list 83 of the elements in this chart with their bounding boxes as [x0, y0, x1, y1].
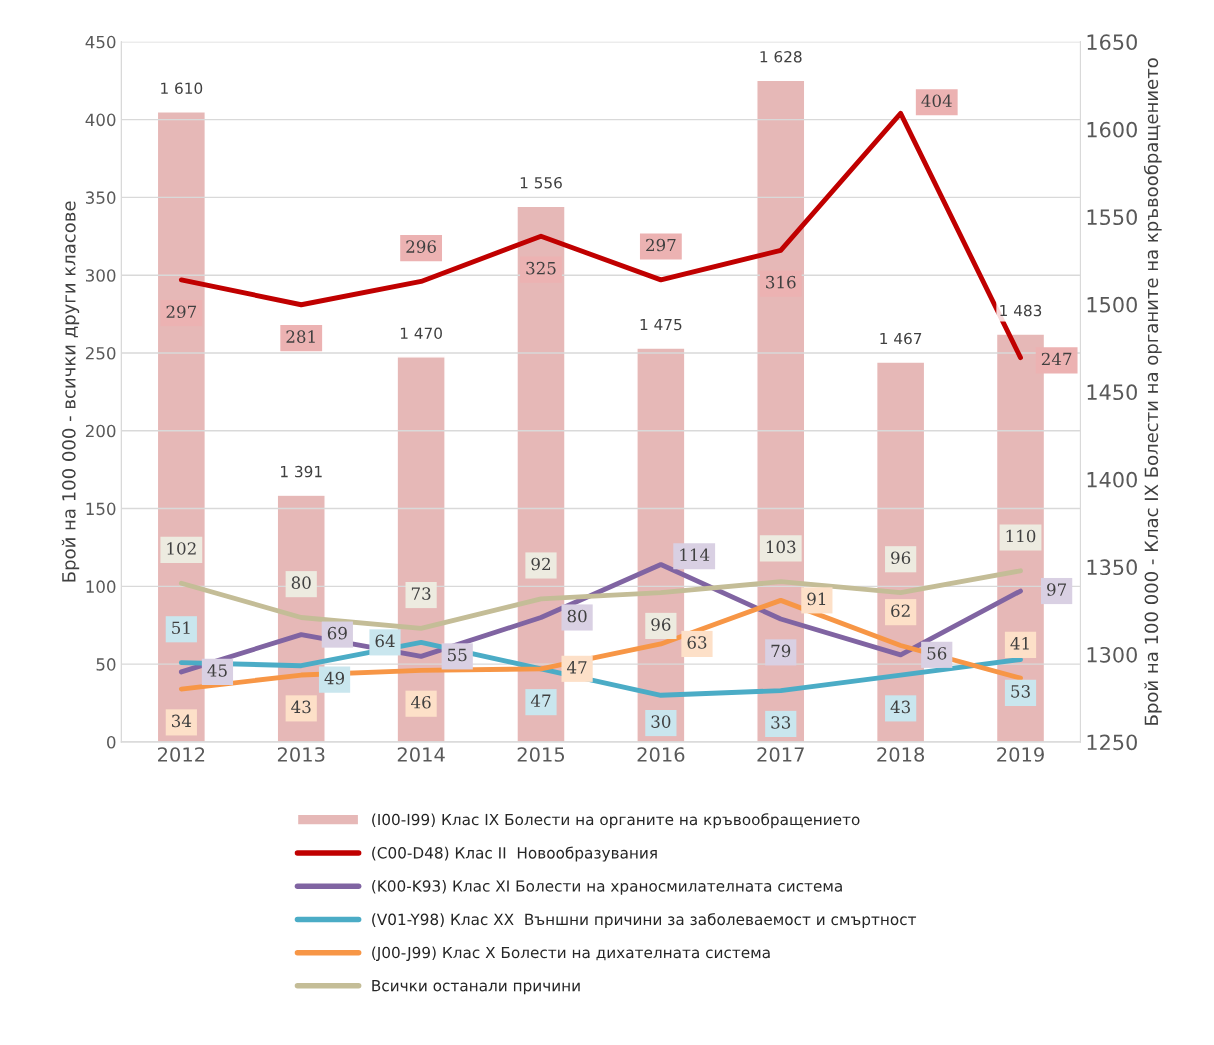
data-label: 92 — [531, 557, 550, 571]
data-label: 97 — [1047, 583, 1067, 596]
y-tick-label: 300 — [86, 269, 116, 282]
y2-tick-label: 1300 — [1087, 646, 1137, 663]
data-label: 47 — [567, 661, 587, 674]
data-label: 1 470 — [400, 327, 442, 340]
data-label: 102 — [167, 542, 196, 555]
data-label: 1 556 — [520, 176, 562, 189]
y2-tick-label: 1400 — [1087, 471, 1137, 488]
data-label: 1 610 — [161, 82, 203, 95]
data-label: 56 — [927, 647, 947, 660]
data-label: 80 — [291, 576, 311, 589]
x-tick-label: 2014 — [397, 747, 445, 762]
data-label: 281 — [286, 330, 315, 343]
data-label: 55 — [448, 648, 467, 662]
data-label: 45 — [207, 664, 227, 677]
x-tick-label: 2016 — [637, 747, 685, 762]
y2-tick-label: 1450 — [1087, 384, 1137, 401]
data-label: 114 — [680, 548, 710, 561]
data-label: 297 — [166, 305, 197, 319]
data-label: 63 — [687, 636, 707, 649]
data-label: 33 — [771, 716, 791, 729]
data-label: 46 — [411, 695, 431, 709]
data-label: 43 — [291, 700, 311, 714]
data-label: 41 — [1010, 637, 1029, 650]
data-label: 51 — [172, 621, 190, 635]
data-label: 325 — [526, 261, 556, 275]
y-tick-label: 250 — [85, 346, 116, 360]
legend-label: (V01-Y98) Клас XX Външни причини за заболеваемост и смъртност — [372, 913, 917, 929]
data-label: 80 — [567, 609, 587, 623]
y2-tick-label: 1500 — [1087, 296, 1137, 313]
data-label: 404 — [921, 94, 952, 108]
y-tick-label: 100 — [86, 580, 116, 593]
y2-axis-title: Брой на 100 000 - Клас IX Болести на органите на кръвообращението — [1143, 58, 1162, 725]
legend-label: (C00-D48) Клас II Новообразувания — [372, 846, 657, 862]
y2-tick-label: 1650 — [1087, 34, 1137, 51]
data-label: 103 — [766, 540, 796, 554]
x-tick-label: 2017 — [757, 747, 804, 762]
y-tick-label: 450 — [85, 35, 116, 49]
x-tick-label: 2019 — [997, 747, 1044, 762]
y2-tick-label: 1350 — [1087, 559, 1137, 576]
data-label: 34 — [172, 714, 192, 728]
x-tick-label: 2012 — [158, 747, 205, 762]
data-label: 49 — [324, 671, 345, 685]
y-tick-label: 150 — [86, 502, 116, 516]
legend-label: (I00-I99) Клас IX Болести на органите на кръвообращението — [372, 813, 860, 829]
data-label: 96 — [651, 618, 671, 631]
data-label: 1 628 — [760, 50, 802, 63]
data-label: 69 — [327, 626, 347, 640]
legend-label: Всички останали причини — [372, 980, 580, 995]
legend-label: (K00-K93) Клас XI Болести на храносмилателната система — [372, 879, 842, 895]
data-label: 297 — [646, 238, 676, 252]
y2-tick-label: 1250 — [1087, 734, 1137, 751]
x-tick-label: 2013 — [277, 747, 325, 762]
y2-tick-label: 1550 — [1087, 209, 1137, 226]
data-label: 1 483 — [1000, 304, 1042, 317]
data-label: 30 — [651, 715, 671, 728]
y-tick-label: 0 — [107, 735, 116, 749]
data-label: 53 — [1011, 685, 1030, 698]
data-label: 73 — [411, 587, 431, 600]
data-label: 43 — [890, 700, 910, 714]
data-label: 1 467 — [880, 332, 922, 345]
data-label: 47 — [530, 694, 551, 707]
x-tick-label: 2015 — [517, 747, 565, 762]
data-label: 1 475 — [640, 318, 682, 331]
data-label: 296 — [406, 240, 436, 253]
y-tick-label: 400 — [85, 113, 116, 127]
data-label: 91 — [807, 592, 826, 606]
legend-label: (J00-J99) Клас X Болести на дихателната система — [372, 946, 770, 962]
data-label: 316 — [766, 275, 796, 289]
x-tick-label: 2018 — [877, 747, 925, 762]
y-tick-label: 50 — [96, 658, 116, 671]
data-label: 96 — [891, 551, 911, 565]
y-axis-title: Брой на 100 000 - всички други класове — [61, 201, 80, 582]
data-label: 1 391 — [281, 465, 322, 478]
y-tick-label: 200 — [85, 424, 116, 438]
y-tick-label: 350 — [86, 191, 116, 204]
data-label: 110 — [1006, 529, 1036, 543]
data-label: 79 — [771, 644, 791, 658]
data-label: 64 — [375, 634, 395, 648]
y2-tick-label: 1600 — [1087, 121, 1137, 138]
data-label: 62 — [891, 604, 910, 617]
data-label: 247 — [1041, 352, 1072, 366]
